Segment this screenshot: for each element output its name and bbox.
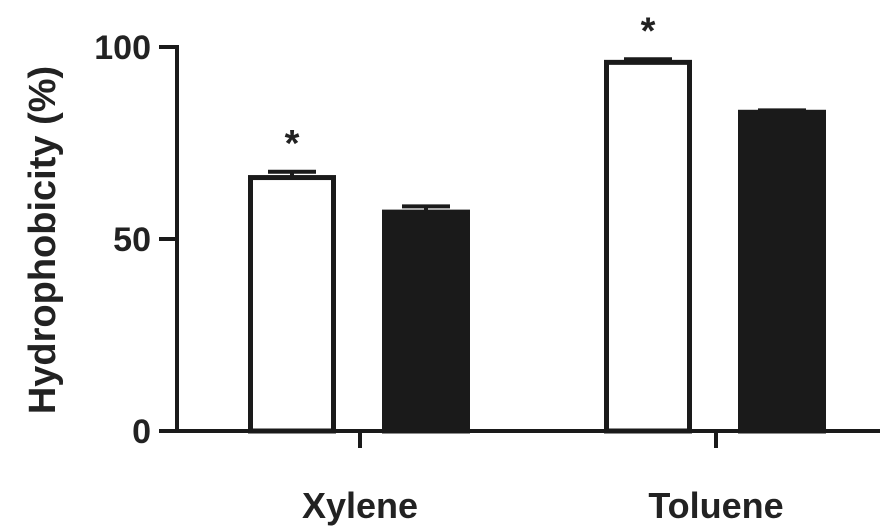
y-tick-label: 100: [94, 29, 151, 67]
category-label: Toluene: [648, 485, 783, 526]
tick-labels: 0 50 100 Xylene Toluene * *: [94, 10, 783, 526]
bar: [248, 175, 336, 434]
significance-marker: *: [285, 123, 300, 165]
y-tick-label: 0: [132, 413, 151, 451]
bar: [382, 209, 470, 434]
y-tick-label: 50: [113, 221, 151, 259]
bars: [248, 57, 826, 434]
bar: [738, 109, 826, 434]
bar: [604, 59, 692, 434]
y-axis-label: Hydrophobicity (%): [22, 66, 64, 414]
significance-marker: *: [641, 10, 656, 52]
category-label: Xylene: [302, 485, 418, 526]
